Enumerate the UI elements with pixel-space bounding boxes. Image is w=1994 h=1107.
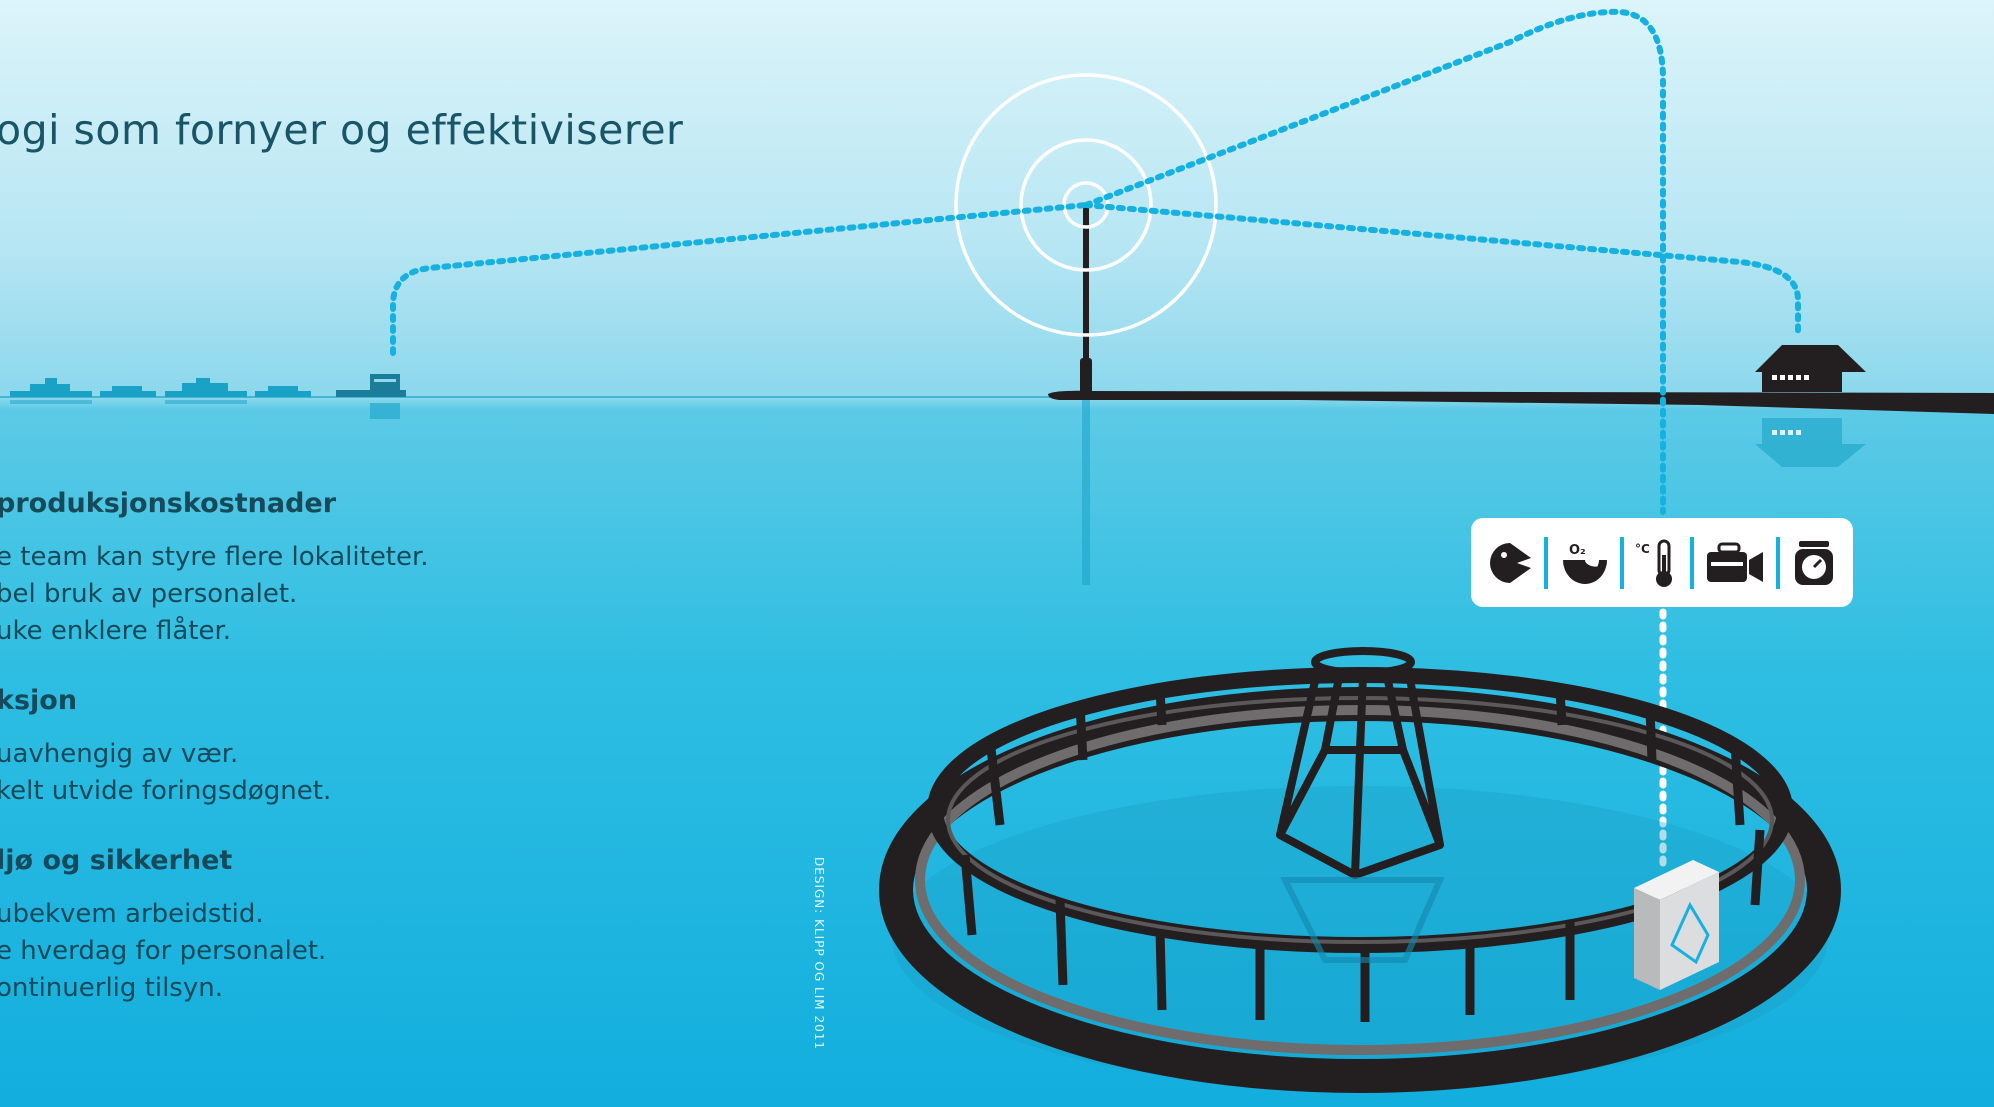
section-line: uavhengig av vær. xyxy=(0,739,239,769)
sensor-separator xyxy=(1543,536,1548,589)
shore-house xyxy=(1755,345,1866,467)
section-line: uke enklere flåter. xyxy=(0,616,232,646)
section-line: ubekvem arbeidstid. xyxy=(0,899,264,929)
section-line: ontinuerlig tilsyn. xyxy=(0,973,223,1003)
section-line: e team kan styre flere lokaliteter. xyxy=(0,542,429,572)
radio-mast xyxy=(954,73,1218,585)
temperature-label: °C xyxy=(1635,542,1650,556)
distant-rafts xyxy=(10,378,311,404)
benefit-section-environment: ljø og sikkerhet ubekvem arbeidstid. e h… xyxy=(0,845,326,1007)
sensor-separator xyxy=(1690,536,1695,589)
communication-links xyxy=(390,8,1801,515)
benefit-section-production: ksjon uavhengig av vær. kelt utvide fori… xyxy=(0,685,331,810)
section-heading: ljø og sikkerhet xyxy=(0,845,233,876)
sensor-separator xyxy=(1619,536,1624,589)
oxygen-label: O₂ xyxy=(1569,543,1586,558)
design-credit: DESIGN: KLIPP OG LIM 2011 xyxy=(812,857,826,1050)
section-heading: ksjon xyxy=(0,685,78,716)
temperature-icon: °C xyxy=(1635,537,1679,589)
section-line: bel bruk av personalet. xyxy=(0,579,298,609)
sensor-box xyxy=(1634,860,1719,990)
section-heading: produksjonskostnader xyxy=(0,488,337,519)
sensor-panel: O₂ °C xyxy=(1471,518,1853,607)
fish-cage xyxy=(879,647,1841,1093)
feed-barge xyxy=(336,374,406,419)
scale-icon xyxy=(1791,539,1837,587)
section-line: e hverdag for personalet. xyxy=(0,936,327,966)
oxygen-icon: O₂ xyxy=(1559,540,1609,586)
benefit-section-costs: produksjonskostnader e team kan styre fl… xyxy=(0,488,429,650)
section-line: kelt utvide foringsdøgnet. xyxy=(0,776,332,806)
sensor-separator xyxy=(1776,536,1781,589)
headline: ogi som fornyer og effektiviserer xyxy=(0,106,684,154)
shoreline xyxy=(1048,390,1994,414)
camera-icon xyxy=(1705,540,1765,586)
fish-feeding-icon xyxy=(1487,540,1533,586)
